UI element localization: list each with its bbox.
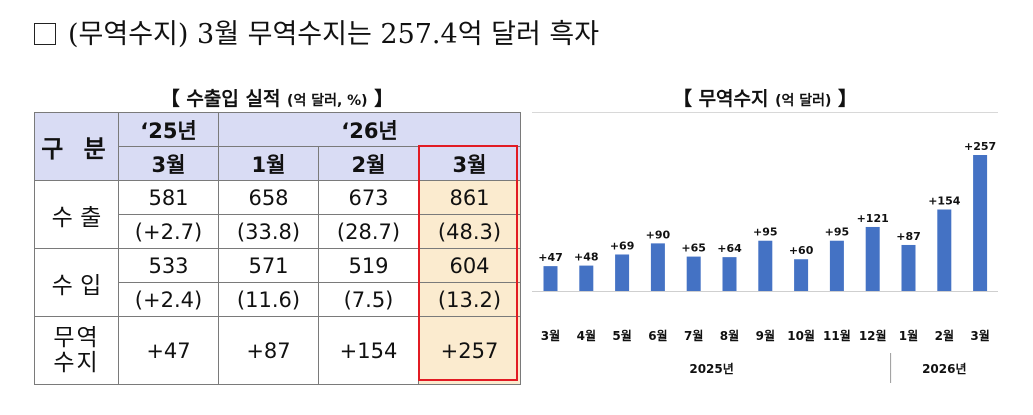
- chart-bar: [829, 240, 844, 291]
- chart-category-label: 1월: [899, 328, 918, 343]
- chart-bar: [686, 256, 701, 291]
- table-header-row-years: 구 분 ‘25년 ‘26년: [34, 112, 522, 181]
- chart-bar: [901, 244, 916, 291]
- chart-bar: [758, 240, 773, 291]
- table-cell: (48.3): [417, 214, 522, 249]
- chart-data-label: +60: [789, 244, 814, 257]
- year-26-header: ‘26년: [217, 112, 522, 147]
- table-header-row-months: 3월 1월 2월 3월: [35, 146, 522, 181]
- chart-title-end: 】: [831, 88, 858, 110]
- table-cell: +154: [318, 316, 419, 385]
- table-title-unit: (억 달러, %): [287, 93, 368, 109]
- chart-category-label: 9월: [756, 328, 775, 343]
- checkbox-square-icon: [34, 23, 56, 45]
- table-cell: 658: [218, 180, 319, 215]
- table-cell: 571: [218, 248, 319, 283]
- balance-row: 무역 수지 +47 +87 +154 +257: [34, 316, 522, 385]
- export-pct-row: (+2.7) (33.8) (28.7) (48.3): [35, 214, 522, 249]
- chart-data-label: +64: [717, 242, 742, 255]
- gubun-header: 구 분: [34, 112, 119, 181]
- chart-data-label: +154: [928, 195, 961, 208]
- month-header: 3월: [118, 146, 219, 181]
- chart-data-label: +95: [825, 226, 850, 239]
- table-cell: (11.6): [218, 282, 319, 317]
- table-title-main: 【 수출입 실적: [160, 88, 288, 110]
- chart-title: 【 무역수지 (억 달러) 】: [532, 86, 998, 112]
- table-cell: +87: [218, 316, 319, 385]
- chart-category-label: 8월: [720, 328, 739, 343]
- chart-group-label: 2026년: [922, 362, 966, 376]
- balance-label-line1: 무역: [53, 324, 100, 351]
- table-cell: (+2.7): [118, 214, 219, 249]
- chart-bar: [794, 259, 809, 291]
- table-cell: (13.2): [417, 282, 522, 317]
- table-cell: 533: [118, 248, 219, 283]
- chart-data-label: +87: [896, 230, 921, 243]
- export-label: 수 출: [34, 180, 119, 249]
- chart-category-label: 6월: [648, 328, 667, 343]
- table-cell: 581: [118, 180, 219, 215]
- month-header: 1월: [218, 146, 319, 181]
- table-cell: (+2.4): [118, 282, 219, 317]
- table-cell: (7.5): [318, 282, 419, 317]
- chart-bar: [937, 209, 952, 291]
- chart-category-label: 3월: [970, 328, 989, 343]
- chart-category-label: 4월: [577, 328, 596, 343]
- export-value-row: 수 출 581 658 673 861: [34, 180, 522, 249]
- headline: (무역수지) 3월 무역수지는 257.4억 달러 흑자: [34, 14, 1014, 56]
- table-cell: (33.8): [218, 214, 319, 249]
- chart-bar: [615, 254, 630, 291]
- chart-group-label: 2025년: [689, 362, 733, 376]
- chart-category-label: 11월: [823, 328, 851, 343]
- chart-data-label: +65: [681, 242, 706, 255]
- table-cell: 861: [417, 180, 522, 215]
- table-cell: 673: [318, 180, 419, 215]
- chart-category-label: 2월: [935, 328, 954, 343]
- trade-balance-chart: +47 3월 +48 4월 +69 5월 +90 6월 +65 7월 +64 8월 +95 9월 +60 10…: [532, 112, 998, 383]
- headline-text: (무역수지) 3월 무역수지는 257.4억 달러 흑자: [68, 19, 600, 50]
- chart-bar: [579, 265, 594, 291]
- balance-label: 무역 수지: [34, 316, 119, 385]
- balance-label-line2: 수지: [53, 349, 100, 376]
- chart-category-label: 5월: [612, 328, 631, 343]
- import-value-row: 수 입 533 571 519 604: [34, 248, 522, 317]
- chart-bar: [543, 266, 558, 291]
- chart-data-label: +257: [964, 140, 996, 153]
- chart-data-label: +95: [753, 226, 778, 239]
- table-title: 【 수출입 실적 (억 달러, %) 】: [34, 86, 520, 112]
- table-title-end: 】: [367, 88, 394, 110]
- month-header: 2월: [318, 146, 419, 181]
- table-cell: +257: [417, 316, 522, 385]
- chart-data-label: +69: [610, 239, 635, 252]
- month-header: 3월: [417, 146, 522, 181]
- year-25-header: ‘25년: [118, 112, 219, 147]
- chart-bar: [973, 155, 988, 291]
- chart-bar: [650, 243, 665, 291]
- chart-category-label: 10월: [787, 328, 815, 343]
- table-cell: 604: [417, 248, 522, 283]
- table-cell: 519: [318, 248, 419, 283]
- chart-data-label: +47: [538, 251, 563, 264]
- trade-table: 구 분 ‘25년 ‘26년 3월 1월 2월 3월 수 출 581 658 67…: [34, 112, 522, 385]
- chart-bar: [722, 257, 737, 291]
- chart-data-label: +121: [857, 212, 889, 225]
- chart-title-unit: (억 달러): [775, 93, 832, 109]
- import-label: 수 입: [34, 248, 119, 317]
- chart-category-label: 3월: [541, 328, 560, 343]
- chart-title-main: 【 무역수지: [672, 88, 776, 110]
- chart-bar: [865, 226, 880, 291]
- chart-category-label: 12월: [859, 328, 887, 343]
- table-cell: +47: [118, 316, 219, 385]
- chart-data-label: +48: [574, 251, 599, 264]
- chart-data-label: +90: [646, 228, 671, 241]
- table-cell: (28.7): [318, 214, 419, 249]
- chart-category-label: 7월: [684, 328, 703, 343]
- chart-svg: +47 3월 +48 4월 +69 5월 +90 6월 +65 7월 +64 8월 +95 9월 +60 10…: [532, 140, 998, 383]
